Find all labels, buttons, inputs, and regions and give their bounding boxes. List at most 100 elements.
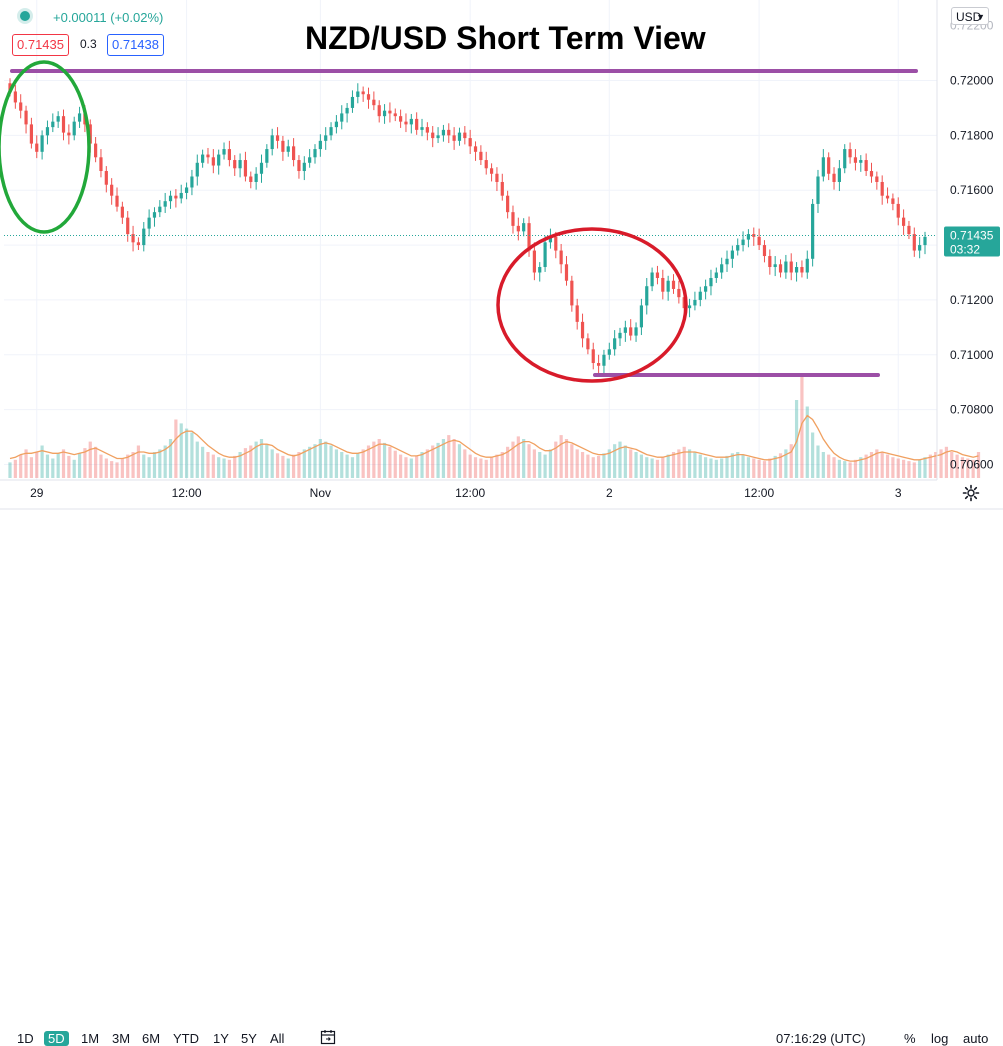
candle (35, 135, 39, 159)
candle-body (800, 267, 804, 273)
volume-bar (484, 459, 488, 478)
volume-bar (725, 455, 729, 478)
candle (372, 91, 376, 111)
candle-body (495, 173, 499, 182)
candle-body (564, 264, 569, 281)
candle-body (142, 228, 146, 246)
volume-bar (94, 446, 98, 478)
gear-icon[interactable] (962, 484, 980, 502)
price-tick-label: 0.71600 (950, 183, 994, 197)
volume-bar (457, 444, 462, 478)
volume-bar (45, 454, 50, 478)
percent-scale-button[interactable]: % (904, 1031, 916, 1046)
volume-bar (538, 452, 542, 478)
candle (110, 178, 114, 205)
volume-bar (452, 439, 456, 478)
candle (704, 279, 708, 300)
candle-body (768, 256, 772, 268)
volume-bar (35, 452, 39, 478)
currency-select[interactable]: USD ▼ (951, 7, 989, 25)
volume-bar (960, 457, 965, 478)
volume-bar (896, 458, 900, 478)
price-tick-label: 0.70600 (950, 458, 994, 472)
volume-bar (249, 445, 253, 478)
candle (77, 106, 82, 128)
candle-body (837, 168, 841, 182)
candle (302, 156, 306, 181)
candle (275, 127, 280, 149)
candle (415, 112, 419, 135)
range-6m-button[interactable]: 6M (142, 1031, 161, 1046)
auto-scale-button[interactable]: auto (963, 1031, 989, 1046)
log-scale-button[interactable]: log (931, 1031, 949, 1046)
candle-body (613, 338, 617, 350)
candle-body (350, 96, 355, 108)
candle-body (206, 154, 210, 158)
candle-body (249, 176, 253, 182)
volume-bar (559, 435, 563, 478)
range-1y-button[interactable]: 1Y (213, 1031, 229, 1046)
volume-bar (126, 454, 130, 478)
candle-body (789, 261, 793, 273)
candle (821, 149, 825, 182)
price-chart[interactable]: 0.720000.718000.716000.714000.712000.710… (0, 0, 1003, 539)
candle-body (720, 264, 724, 273)
candle-body (891, 198, 895, 204)
candle (24, 105, 28, 134)
volume-bar (51, 458, 55, 478)
sell-price-button[interactable]: 0.71435 (12, 34, 69, 56)
candle-body (308, 157, 312, 163)
volume-bar (939, 449, 943, 478)
candle (297, 155, 301, 179)
candle-body (431, 132, 435, 139)
range-5d-button[interactable]: 5D (44, 1031, 69, 1046)
volume-bar (912, 462, 916, 478)
range-1d-button[interactable]: 1D (17, 1031, 34, 1046)
candle-body (436, 135, 440, 139)
candle (420, 118, 424, 137)
candle-body (120, 206, 124, 218)
volume-bar (527, 444, 531, 478)
utc-clock[interactable]: 07:16:29 (UTC) (776, 1031, 866, 1046)
range-3m-button[interactable]: 3M (112, 1031, 131, 1046)
candle-body (730, 250, 734, 259)
buy-price-button[interactable]: 0.71438 (107, 34, 164, 56)
time-tick-label: 2 (606, 486, 613, 500)
candle-body (522, 223, 526, 232)
candle-body (35, 143, 39, 152)
candle (350, 90, 355, 113)
range-all-button[interactable]: All (270, 1031, 285, 1046)
volume-bar (152, 452, 157, 478)
volume-bar (217, 457, 221, 478)
chart-container[interactable]: 0.720000.718000.716000.714000.712000.710… (0, 0, 1003, 539)
range-1m-button[interactable]: 1M (81, 1031, 100, 1046)
range-ytd-button[interactable]: YTD (173, 1031, 199, 1046)
volume-bar (238, 452, 242, 478)
candle (259, 154, 264, 183)
goto-date-icon[interactable] (320, 1029, 336, 1045)
candle-body (778, 264, 783, 273)
volume-bar (409, 458, 413, 478)
volume-bar (843, 461, 847, 478)
candles (8, 78, 927, 375)
candle-body (275, 135, 280, 141)
candle (778, 259, 783, 278)
range-5y-button[interactable]: 5Y (241, 1031, 257, 1046)
volume-bar (388, 446, 392, 478)
candle-body (736, 245, 740, 251)
candle-body (746, 234, 751, 240)
volume-bar (259, 439, 264, 478)
volume-bar (324, 441, 328, 478)
volume-bar (72, 459, 76, 478)
candle-body (19, 102, 23, 111)
volume-bar (827, 454, 831, 478)
volume-bar (265, 444, 269, 478)
volume-bar (875, 449, 879, 478)
candle-body (51, 121, 55, 128)
candle-body (415, 118, 419, 130)
candle-body (484, 160, 488, 169)
volume-bar (645, 457, 649, 478)
volume-bar (966, 458, 970, 478)
candle (147, 209, 151, 237)
candle-body (527, 223, 531, 251)
